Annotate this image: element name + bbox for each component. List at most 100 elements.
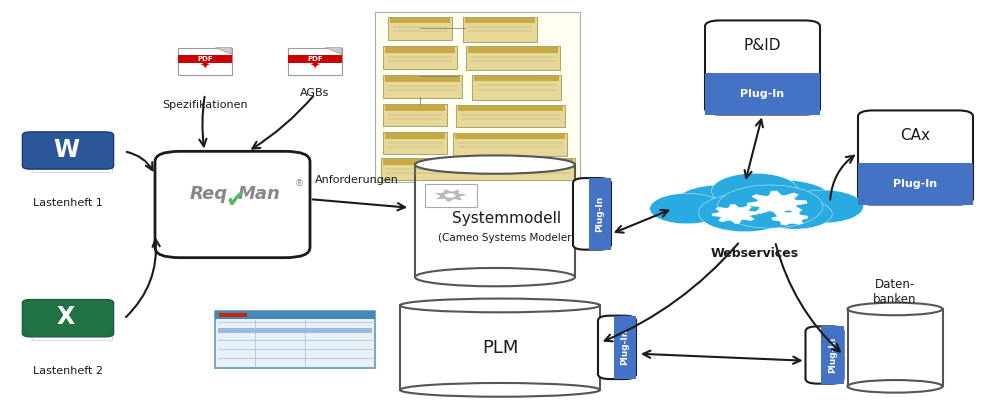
Ellipse shape bbox=[848, 380, 942, 393]
FancyBboxPatch shape bbox=[821, 326, 844, 384]
Text: ✦: ✦ bbox=[200, 60, 210, 73]
Bar bbox=[385, 47, 455, 53]
Bar bbox=[385, 105, 445, 110]
FancyBboxPatch shape bbox=[705, 73, 820, 115]
Text: Plug-In: Plug-In bbox=[828, 337, 837, 373]
FancyBboxPatch shape bbox=[388, 17, 452, 40]
Bar bbox=[614, 316, 636, 379]
Bar bbox=[465, 18, 535, 23]
Bar bbox=[390, 18, 450, 23]
Circle shape bbox=[727, 211, 743, 217]
FancyBboxPatch shape bbox=[383, 104, 447, 126]
Bar bbox=[215, 311, 375, 368]
FancyBboxPatch shape bbox=[858, 110, 973, 204]
FancyBboxPatch shape bbox=[614, 316, 636, 379]
Polygon shape bbox=[326, 48, 342, 54]
Bar bbox=[32, 304, 112, 339]
Text: PLM: PLM bbox=[482, 339, 518, 357]
FancyBboxPatch shape bbox=[383, 75, 462, 98]
Bar bbox=[425, 184, 477, 207]
Circle shape bbox=[758, 199, 832, 229]
Circle shape bbox=[783, 190, 863, 223]
Polygon shape bbox=[435, 189, 466, 202]
Text: Systemmodell: Systemmodell bbox=[452, 211, 562, 226]
Bar bbox=[215, 311, 375, 319]
Bar bbox=[32, 137, 112, 172]
Ellipse shape bbox=[415, 155, 575, 174]
Text: ®: ® bbox=[294, 179, 304, 188]
Text: Webservices: Webservices bbox=[711, 247, 799, 261]
FancyBboxPatch shape bbox=[383, 46, 457, 69]
Polygon shape bbox=[772, 211, 808, 225]
FancyBboxPatch shape bbox=[806, 326, 844, 384]
Bar bbox=[178, 55, 232, 63]
Text: Plug-In: Plug-In bbox=[620, 329, 629, 366]
FancyBboxPatch shape bbox=[858, 163, 973, 204]
FancyBboxPatch shape bbox=[466, 46, 560, 70]
FancyBboxPatch shape bbox=[383, 132, 447, 154]
Text: Man: Man bbox=[238, 185, 280, 203]
FancyBboxPatch shape bbox=[573, 178, 611, 249]
FancyBboxPatch shape bbox=[288, 48, 342, 75]
Bar bbox=[218, 328, 372, 333]
FancyBboxPatch shape bbox=[463, 17, 537, 42]
Ellipse shape bbox=[400, 383, 600, 397]
Text: Anforderungen: Anforderungen bbox=[315, 175, 399, 185]
Bar bbox=[383, 159, 573, 164]
Circle shape bbox=[675, 185, 765, 222]
Ellipse shape bbox=[415, 268, 575, 286]
Bar bbox=[848, 309, 942, 387]
Text: Daten-
banken: Daten- banken bbox=[873, 279, 917, 306]
Bar bbox=[858, 163, 973, 204]
Text: X: X bbox=[57, 306, 75, 329]
Text: Plug-In: Plug-In bbox=[595, 196, 604, 232]
Bar bbox=[400, 306, 600, 390]
FancyBboxPatch shape bbox=[381, 158, 575, 180]
Circle shape bbox=[717, 185, 823, 228]
Bar bbox=[848, 309, 942, 387]
Bar bbox=[589, 178, 611, 249]
Ellipse shape bbox=[848, 303, 942, 315]
FancyBboxPatch shape bbox=[178, 48, 232, 75]
Text: CAx: CAx bbox=[900, 128, 930, 143]
Text: Plug-In: Plug-In bbox=[893, 179, 938, 189]
Circle shape bbox=[733, 180, 833, 221]
Text: Lastenheft 2: Lastenheft 2 bbox=[33, 366, 103, 376]
Bar bbox=[455, 133, 565, 139]
Bar bbox=[219, 313, 247, 317]
FancyBboxPatch shape bbox=[705, 20, 820, 115]
Bar bbox=[288, 55, 342, 63]
Text: AGBs: AGBs bbox=[300, 88, 330, 98]
Bar bbox=[458, 106, 563, 111]
Bar bbox=[468, 47, 558, 53]
Bar bbox=[385, 76, 460, 82]
Text: P&ID: P&ID bbox=[744, 38, 781, 53]
FancyBboxPatch shape bbox=[453, 133, 567, 156]
FancyBboxPatch shape bbox=[22, 132, 114, 169]
Text: Plug-In: Plug-In bbox=[740, 89, 785, 99]
FancyBboxPatch shape bbox=[472, 75, 561, 100]
Bar bbox=[415, 164, 575, 277]
Ellipse shape bbox=[400, 299, 600, 312]
Bar bbox=[416, 164, 574, 277]
Circle shape bbox=[650, 193, 724, 224]
Polygon shape bbox=[216, 48, 232, 54]
Bar bbox=[474, 76, 559, 81]
Bar bbox=[821, 326, 844, 384]
Text: PDF: PDF bbox=[307, 56, 323, 62]
Text: Spezifikationen: Spezifikationen bbox=[162, 100, 248, 110]
Text: Lastenheft 1: Lastenheft 1 bbox=[33, 198, 103, 208]
Text: Req: Req bbox=[189, 185, 227, 203]
FancyBboxPatch shape bbox=[375, 12, 580, 182]
FancyBboxPatch shape bbox=[155, 151, 310, 258]
Circle shape bbox=[712, 173, 798, 209]
FancyBboxPatch shape bbox=[456, 105, 565, 127]
Polygon shape bbox=[712, 204, 758, 223]
Text: PDF: PDF bbox=[197, 56, 213, 62]
FancyBboxPatch shape bbox=[22, 299, 114, 337]
Text: ✔: ✔ bbox=[226, 188, 245, 212]
Text: ✦: ✦ bbox=[310, 60, 320, 73]
Bar bbox=[385, 133, 445, 139]
FancyBboxPatch shape bbox=[589, 178, 611, 249]
Bar bbox=[705, 73, 820, 115]
